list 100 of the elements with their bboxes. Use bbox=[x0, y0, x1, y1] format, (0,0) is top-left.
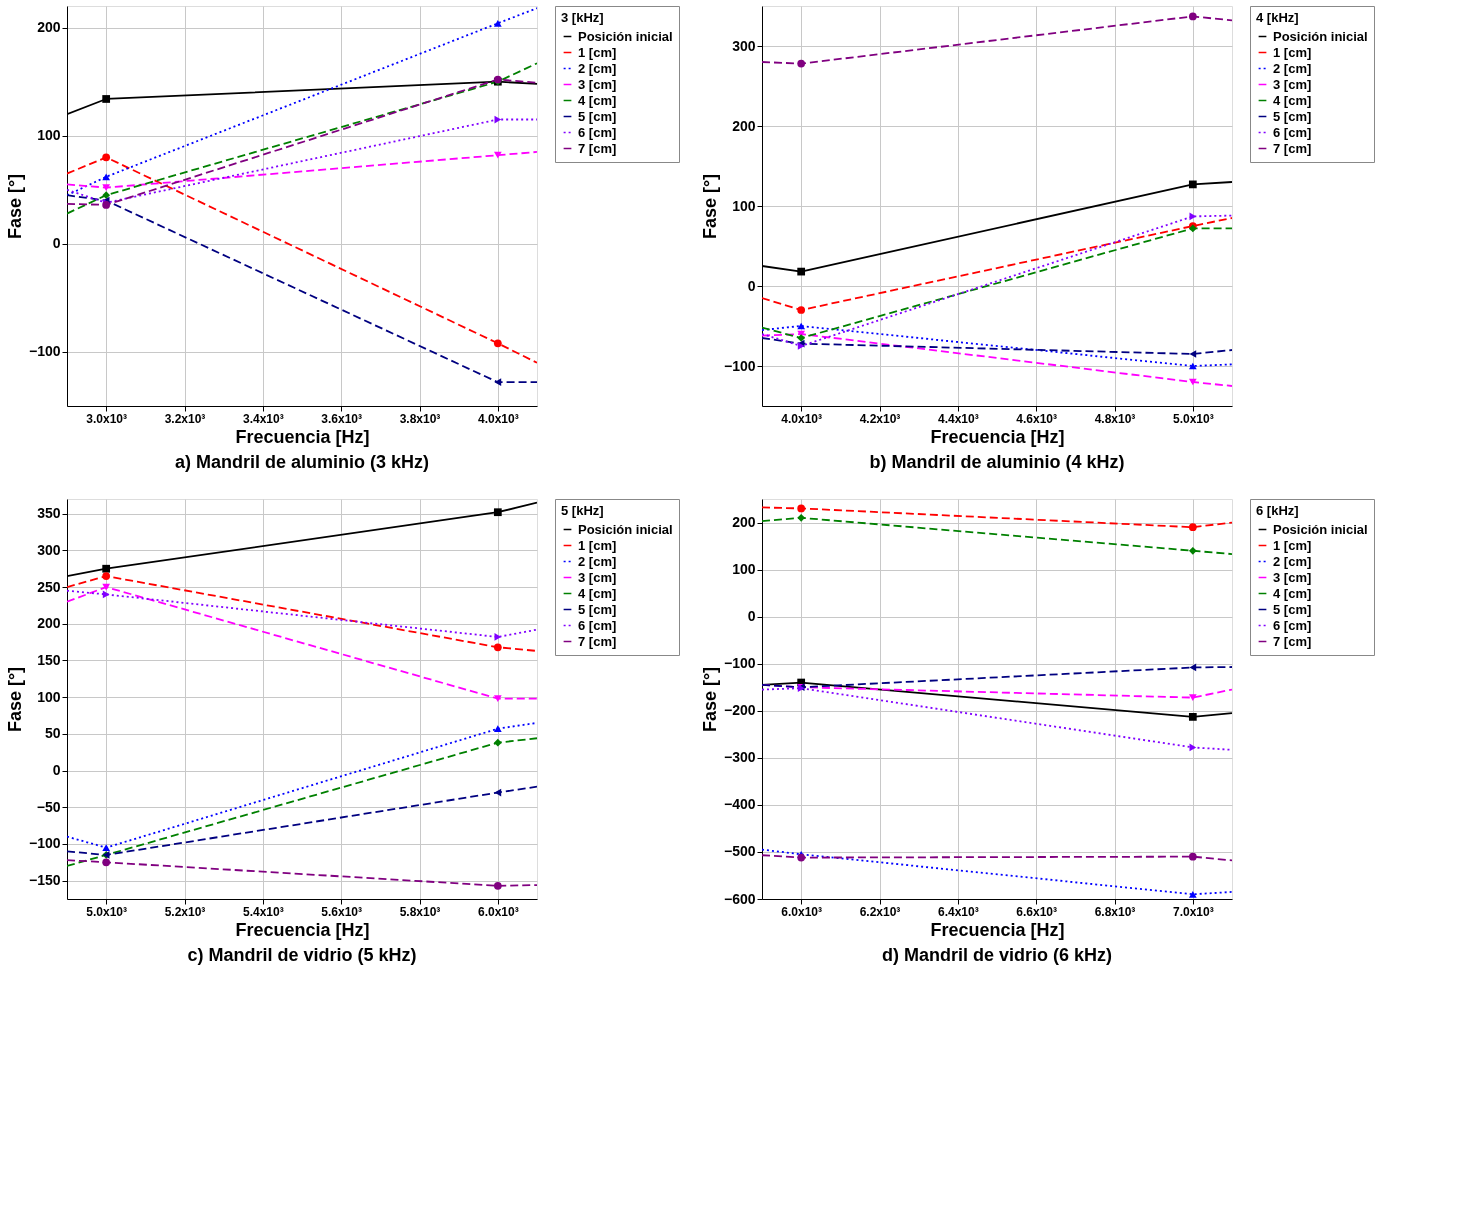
y-tick-label: −500 bbox=[723, 843, 756, 860]
y-tick-label: 200 bbox=[37, 19, 61, 36]
x-axis-title: Frecuencia [Hz] bbox=[930, 426, 1065, 447]
y-tick-label: −200 bbox=[723, 702, 756, 719]
x-tick-label: 5.2x10³ bbox=[164, 904, 206, 919]
legend-label: 7 [cm] bbox=[1273, 633, 1312, 649]
y-axis-title: Fase [°] bbox=[4, 666, 25, 733]
y-tick-label: −100 bbox=[723, 655, 756, 672]
x-tick-label: 3.8x10³ bbox=[399, 411, 441, 426]
x-tick-label: 5.4x10³ bbox=[242, 904, 284, 919]
y-tick-label: 200 bbox=[37, 615, 61, 632]
x-tick-label: 3.6x10³ bbox=[321, 411, 363, 426]
legend-title: 3 [kHz] bbox=[561, 10, 604, 25]
legend-label: 1 [cm] bbox=[1273, 537, 1312, 553]
text: d) Mandril de vidrio (6 kHz) bbox=[881, 945, 1113, 965]
y-tick-label: 0 bbox=[52, 235, 61, 252]
x-tick-label: 4.4x10³ bbox=[937, 411, 979, 426]
x-tick-label: 6.2x10³ bbox=[859, 904, 901, 919]
y-axis-title: Fase [°] bbox=[4, 173, 25, 240]
y-tick-label: −100 bbox=[28, 343, 61, 360]
x-tick-label: 6.0x10³ bbox=[781, 904, 823, 919]
legend-title: 6 [kHz] bbox=[1256, 503, 1299, 518]
x-tick-label: 3.0x10³ bbox=[86, 411, 128, 426]
legend-label: 6 [cm] bbox=[1273, 124, 1312, 140]
x-tick-label: 3.2x10³ bbox=[164, 411, 206, 426]
y-tick-label: −300 bbox=[723, 749, 756, 766]
legend-label: Posición inicial bbox=[1273, 28, 1368, 44]
x-tick-label: 7.0x10³ bbox=[1172, 904, 1214, 919]
y-tick-label: −150 bbox=[28, 872, 61, 889]
y-tick-label: 300 bbox=[732, 37, 756, 54]
legend-label: 2 [cm] bbox=[578, 60, 617, 76]
legend-label: Posición inicial bbox=[1273, 521, 1368, 537]
legend-label: 1 [cm] bbox=[578, 537, 617, 553]
y-axis-title: Fase [°] bbox=[699, 173, 720, 240]
legend-title: 4 [kHz] bbox=[1256, 10, 1299, 25]
y-tick-label: 0 bbox=[747, 608, 756, 625]
legend-label: 6 [cm] bbox=[578, 124, 617, 140]
y-tick-label: 200 bbox=[732, 117, 756, 134]
legend-label: 6 [cm] bbox=[578, 617, 617, 633]
x-axis-title: Frecuencia [Hz] bbox=[235, 426, 370, 447]
x-tick-label: 6.0x10³ bbox=[477, 904, 519, 919]
legend-title: 5 [kHz] bbox=[561, 503, 604, 518]
legend-label: 7 [cm] bbox=[578, 633, 617, 649]
x-tick-label: 6.4x10³ bbox=[937, 904, 979, 919]
x-tick-label: 3.4x10³ bbox=[242, 411, 284, 426]
x-tick-label: 5.0x10³ bbox=[86, 904, 128, 919]
y-tick-label: 350 bbox=[37, 505, 61, 522]
text: c) Mandril de vidrio (5 kHz) bbox=[187, 945, 417, 965]
legend-label: 5 [cm] bbox=[578, 601, 617, 617]
legend-label: Posición inicial bbox=[578, 28, 673, 44]
y-tick-label: 300 bbox=[37, 541, 61, 558]
x-tick-label: 6.8x10³ bbox=[1094, 904, 1136, 919]
y-tick-label: 100 bbox=[732, 197, 756, 214]
x-tick-label: 5.8x10³ bbox=[399, 904, 441, 919]
x-tick-label: 6.6x10³ bbox=[1016, 904, 1058, 919]
y-tick-label: 100 bbox=[732, 561, 756, 578]
legend-label: 6 [cm] bbox=[1273, 617, 1312, 633]
legend-label: 4 [cm] bbox=[578, 92, 617, 108]
legend-label: 4 [cm] bbox=[1273, 585, 1312, 601]
y-tick-label: −100 bbox=[28, 835, 61, 852]
legend-label: 1 [cm] bbox=[578, 44, 617, 60]
y-tick-label: −50 bbox=[36, 798, 61, 815]
y-tick-label: 0 bbox=[747, 277, 756, 294]
legend-label: 3 [cm] bbox=[1273, 569, 1312, 585]
legend-label: 3 [cm] bbox=[578, 76, 617, 92]
y-tick-label: −400 bbox=[723, 796, 756, 813]
y-tick-label: 200 bbox=[732, 514, 756, 531]
legend-label: 5 [cm] bbox=[1273, 601, 1312, 617]
x-tick-label: 5.0x10³ bbox=[1172, 411, 1214, 426]
legend-label: 5 [cm] bbox=[1273, 108, 1312, 124]
x-tick-label: 4.8x10³ bbox=[1094, 411, 1136, 426]
y-tick-label: 100 bbox=[37, 688, 61, 705]
legend-label: 4 [cm] bbox=[578, 585, 617, 601]
legend-label: 4 [cm] bbox=[1273, 92, 1312, 108]
legend-label: 7 [cm] bbox=[1273, 140, 1312, 156]
legend-label: 1 [cm] bbox=[1273, 44, 1312, 60]
y-tick-label: 250 bbox=[37, 578, 61, 595]
legend-label: 3 [cm] bbox=[578, 569, 617, 585]
y-tick-label: −100 bbox=[723, 357, 756, 374]
y-axis-title: Fase [°] bbox=[699, 666, 720, 733]
legend-label: 7 [cm] bbox=[578, 140, 617, 156]
x-tick-label: 4.0x10³ bbox=[781, 411, 823, 426]
legend-label: 2 [cm] bbox=[1273, 60, 1312, 76]
text: b) Mandril de aluminio (4 kHz) bbox=[869, 452, 1125, 472]
y-tick-label: 50 bbox=[44, 725, 61, 742]
y-tick-label: 100 bbox=[37, 127, 61, 144]
y-tick-label: −600 bbox=[723, 890, 756, 907]
y-tick-label: 150 bbox=[37, 651, 61, 668]
x-tick-label: 4.2x10³ bbox=[859, 411, 901, 426]
x-axis-title: Frecuencia [Hz] bbox=[235, 919, 370, 940]
x-tick-label: 4.6x10³ bbox=[1016, 411, 1058, 426]
y-tick-label: 0 bbox=[52, 762, 61, 779]
x-axis-title: Frecuencia [Hz] bbox=[930, 919, 1065, 940]
legend-label: 3 [cm] bbox=[1273, 76, 1312, 92]
x-tick-label: 5.6x10³ bbox=[321, 904, 363, 919]
text: a) Mandril de aluminio (3 kHz) bbox=[174, 452, 430, 472]
legend-label: 2 [cm] bbox=[578, 553, 617, 569]
x-tick-label: 4.0x10³ bbox=[477, 411, 519, 426]
legend-label: 2 [cm] bbox=[1273, 553, 1312, 569]
legend-label: 5 [cm] bbox=[578, 108, 617, 124]
